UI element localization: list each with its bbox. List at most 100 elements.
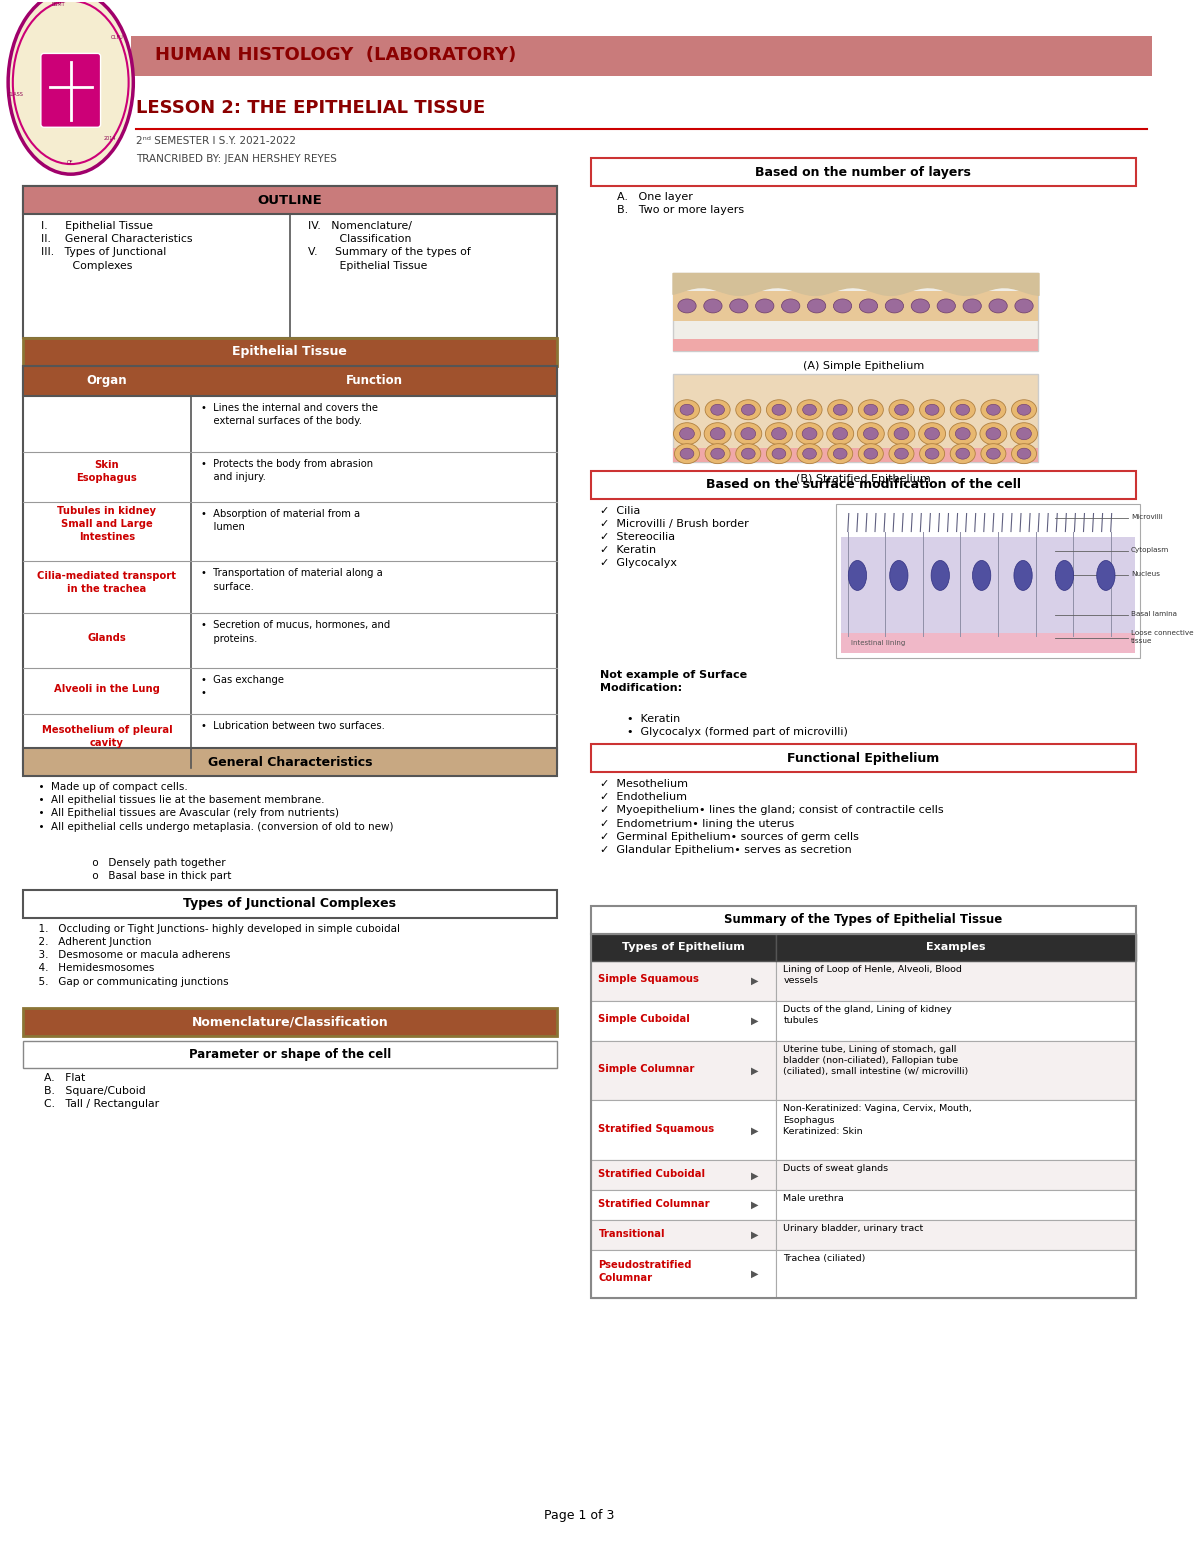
Ellipse shape bbox=[931, 561, 949, 590]
FancyBboxPatch shape bbox=[672, 339, 1038, 351]
Text: •  Lines the internal and covers the
    ​external surfaces​ of the body.: • Lines the internal and covers the ​ext… bbox=[200, 402, 378, 426]
FancyBboxPatch shape bbox=[590, 1101, 775, 1160]
Ellipse shape bbox=[949, 422, 977, 444]
FancyBboxPatch shape bbox=[23, 186, 557, 214]
Text: ✓  Mesothelium
✓  Endothelium
✓  Myoepithelium• lines the gland; consist of cont: ✓ Mesothelium ✓ Endothelium ✓ Myoepithel… bbox=[600, 780, 944, 856]
Ellipse shape bbox=[797, 399, 822, 419]
Ellipse shape bbox=[1012, 399, 1037, 419]
FancyBboxPatch shape bbox=[775, 1250, 1135, 1298]
Text: Pseudostratified
Columnar: Pseudostratified Columnar bbox=[599, 1259, 692, 1283]
Text: Ducts of sweat glands: Ducts of sweat glands bbox=[784, 1165, 888, 1174]
Text: Ducts of the gland, Lining of kidney
tubules: Ducts of the gland, Lining of kidney tub… bbox=[784, 1005, 952, 1025]
Ellipse shape bbox=[710, 449, 725, 460]
FancyBboxPatch shape bbox=[775, 961, 1135, 1000]
Ellipse shape bbox=[955, 427, 970, 439]
Ellipse shape bbox=[864, 427, 878, 439]
FancyBboxPatch shape bbox=[23, 1041, 557, 1067]
Ellipse shape bbox=[1014, 561, 1032, 590]
FancyBboxPatch shape bbox=[841, 536, 1135, 637]
Text: Male urethra: Male urethra bbox=[784, 1194, 844, 1204]
Text: I.     Epithelial Tissue
  II.    General Characteristics
  III.   Types of Junc: I. Epithelial Tissue II. General Charact… bbox=[34, 221, 193, 270]
Text: (A) Simple Epithelium: (A) Simple Epithelium bbox=[803, 360, 924, 371]
Text: ▶: ▶ bbox=[751, 975, 758, 986]
Text: 2014: 2014 bbox=[104, 137, 116, 141]
Text: Basal lamina: Basal lamina bbox=[1130, 612, 1177, 618]
Ellipse shape bbox=[797, 444, 822, 464]
Text: •  ​Absorption​ of material from a
    lumen: • ​Absorption​ of material from a lumen bbox=[200, 508, 360, 531]
Ellipse shape bbox=[1012, 444, 1037, 464]
Text: ​A.​   One layer
  ​B.​   Two or more layers: ​A.​ One layer ​B.​ Two or more layers bbox=[610, 193, 744, 216]
Ellipse shape bbox=[828, 444, 853, 464]
Text: ▶: ▶ bbox=[751, 1065, 758, 1076]
Text: Epithelial Tissue: Epithelial Tissue bbox=[233, 345, 347, 359]
Ellipse shape bbox=[986, 404, 1001, 415]
FancyBboxPatch shape bbox=[41, 53, 101, 127]
FancyBboxPatch shape bbox=[590, 1160, 775, 1190]
Ellipse shape bbox=[833, 449, 847, 460]
Ellipse shape bbox=[703, 298, 722, 312]
FancyBboxPatch shape bbox=[672, 290, 1038, 321]
Text: •  ​Secretion​ of mucus, hormones, and
    proteins.: • ​Secretion​ of mucus, hormones, and pr… bbox=[200, 620, 390, 643]
Ellipse shape bbox=[706, 444, 730, 464]
FancyBboxPatch shape bbox=[23, 367, 557, 769]
Ellipse shape bbox=[886, 298, 904, 312]
Text: Based on the surface modification of the cell: Based on the surface modification of the… bbox=[706, 478, 1021, 491]
Ellipse shape bbox=[986, 427, 1001, 439]
Ellipse shape bbox=[742, 404, 755, 415]
FancyBboxPatch shape bbox=[590, 961, 775, 1000]
Text: •  Keratin
  •  Glycocalyx (formed part of microvilli): • Keratin • Glycocalyx (formed part of m… bbox=[619, 714, 847, 738]
Ellipse shape bbox=[956, 449, 970, 460]
Ellipse shape bbox=[803, 404, 816, 415]
Ellipse shape bbox=[834, 298, 852, 312]
FancyBboxPatch shape bbox=[23, 339, 557, 367]
Text: Parameter or shape of the cell: Parameter or shape of the cell bbox=[188, 1048, 391, 1061]
Text: Uterine tube, Lining of stomach, gall
bladder (non-ciliated), Fallopian tube
(ci: Uterine tube, Lining of stomach, gall bl… bbox=[784, 1045, 968, 1076]
Ellipse shape bbox=[680, 404, 694, 415]
Ellipse shape bbox=[772, 449, 786, 460]
Ellipse shape bbox=[956, 404, 970, 415]
Ellipse shape bbox=[1018, 449, 1031, 460]
Text: Tubules in kidney
Small and Large
Intestines: Tubules in kidney Small and Large Intest… bbox=[58, 506, 156, 542]
Text: Cilia-mediated transport
in the trachea: Cilia-mediated transport in the trachea bbox=[37, 572, 176, 593]
FancyBboxPatch shape bbox=[590, 905, 1135, 933]
Ellipse shape bbox=[679, 427, 695, 439]
Ellipse shape bbox=[1015, 298, 1033, 312]
Ellipse shape bbox=[767, 444, 792, 464]
Text: Nucleus: Nucleus bbox=[1130, 572, 1160, 578]
Ellipse shape bbox=[889, 399, 914, 419]
Text: 2ⁿᵈ SEMESTER I S.Y. 2021-2022: 2ⁿᵈ SEMESTER I S.Y. 2021-2022 bbox=[136, 137, 296, 146]
Text: ▶: ▶ bbox=[751, 1016, 758, 1025]
Text: ▶: ▶ bbox=[751, 1230, 758, 1241]
FancyBboxPatch shape bbox=[590, 1041, 775, 1101]
Text: CLASS: CLASS bbox=[7, 93, 24, 98]
Ellipse shape bbox=[888, 422, 914, 444]
FancyBboxPatch shape bbox=[23, 749, 557, 776]
Text: Urinary bladder, urinary tract: Urinary bladder, urinary tract bbox=[784, 1224, 924, 1233]
Ellipse shape bbox=[828, 399, 853, 419]
Text: Trachea (ciliated): Trachea (ciliated) bbox=[784, 1255, 865, 1263]
Text: Types of Junctional Complexes: Types of Junctional Complexes bbox=[184, 898, 396, 910]
Text: Mesothelium of pleural
cavity: Mesothelium of pleural cavity bbox=[42, 725, 172, 747]
FancyBboxPatch shape bbox=[841, 634, 1135, 654]
Ellipse shape bbox=[756, 298, 774, 312]
Ellipse shape bbox=[864, 404, 877, 415]
Text: LESSON 2: THE EPITHELIAL TISSUE: LESSON 2: THE EPITHELIAL TISSUE bbox=[136, 99, 486, 118]
Text: Based on the number of layers: Based on the number of layers bbox=[755, 166, 971, 179]
Text: ▶: ▶ bbox=[751, 1171, 758, 1180]
Text: Intestinal lining: Intestinal lining bbox=[851, 640, 905, 646]
Text: Simple Columnar: Simple Columnar bbox=[599, 1064, 695, 1075]
Text: Summary of the Types of Epithelial Tissue: Summary of the Types of Epithelial Tissu… bbox=[724, 913, 1002, 926]
Text: Nomenclature/Classification: Nomenclature/Classification bbox=[192, 1016, 388, 1028]
Text: Functional Epithelium: Functional Epithelium bbox=[787, 752, 940, 764]
Ellipse shape bbox=[986, 449, 1001, 460]
FancyBboxPatch shape bbox=[23, 890, 557, 918]
Ellipse shape bbox=[950, 399, 976, 419]
Ellipse shape bbox=[796, 422, 823, 444]
FancyBboxPatch shape bbox=[836, 503, 1140, 658]
FancyBboxPatch shape bbox=[672, 273, 1038, 351]
Ellipse shape bbox=[848, 561, 866, 590]
FancyBboxPatch shape bbox=[775, 1101, 1135, 1160]
Ellipse shape bbox=[919, 444, 944, 464]
Text: Transitional: Transitional bbox=[599, 1228, 665, 1239]
Text: Microvilli: Microvilli bbox=[1130, 514, 1163, 520]
